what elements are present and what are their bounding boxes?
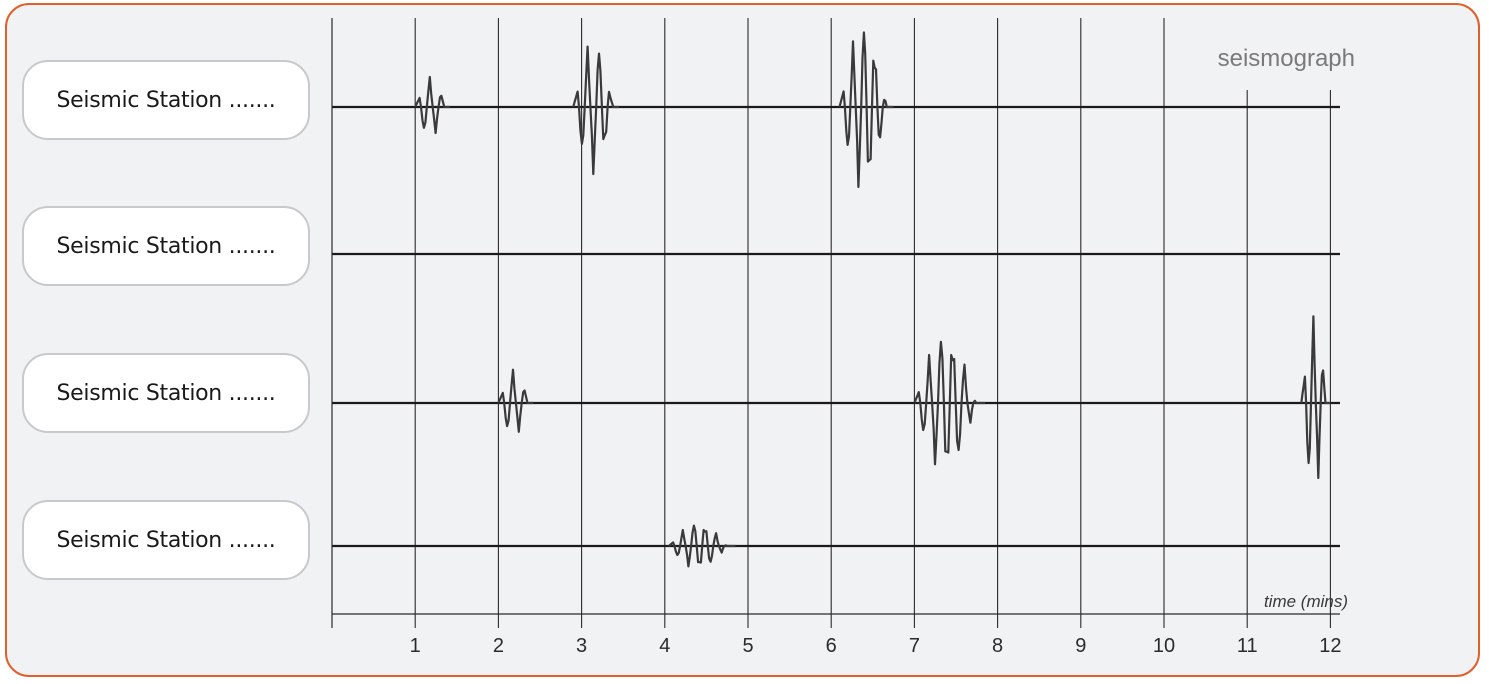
tick-label-6: 6	[826, 635, 837, 657]
axis-label: time (mins)	[1264, 592, 1348, 611]
station-label: Seismic Station .......	[56, 87, 276, 113]
tick-label-11: 11	[1237, 635, 1258, 657]
tick-label-12: 12	[1319, 635, 1341, 657]
trace-station-3-burst-1	[497, 368, 534, 433]
station-box-4: Seismic Station .......	[22, 500, 310, 580]
trace-station-1-burst-1	[414, 75, 451, 135]
trace-station-1-burst-3	[838, 31, 894, 189]
seismic-traces	[414, 31, 1331, 568]
tick-label-4: 4	[659, 635, 670, 657]
tick-label-7: 7	[909, 635, 920, 657]
trace-station-4-burst-1	[668, 524, 736, 568]
trace-baselines	[332, 105, 1340, 548]
station-box-1: Seismic Station .......	[22, 60, 310, 140]
tick-labels: 1 2 3 4 5 6 7 8 9 10 11 12	[410, 635, 1342, 657]
station-box-2: Seismic Station .......	[22, 206, 310, 286]
tick-label-1: 1	[410, 635, 421, 657]
tick-label-2: 2	[493, 635, 504, 657]
trace-station-3-burst-3	[1300, 315, 1331, 480]
grid-lines	[414, 18, 1331, 628]
tick-label-9: 9	[1075, 635, 1086, 657]
tick-label-5: 5	[742, 635, 753, 657]
chart-title: seismograph	[1218, 45, 1355, 72]
tick-label-8: 8	[992, 635, 1003, 657]
tick-label-3: 3	[576, 635, 587, 657]
station-box-3: Seismic Station .......	[22, 353, 310, 433]
trace-station-1-burst-2	[572, 45, 619, 176]
trace-station-3-burst-2	[913, 340, 986, 466]
station-label: Seismic Station .......	[56, 527, 276, 553]
tick-label-10: 10	[1153, 635, 1175, 657]
station-label: Seismic Station .......	[56, 233, 276, 259]
station-label: Seismic Station .......	[56, 380, 276, 406]
